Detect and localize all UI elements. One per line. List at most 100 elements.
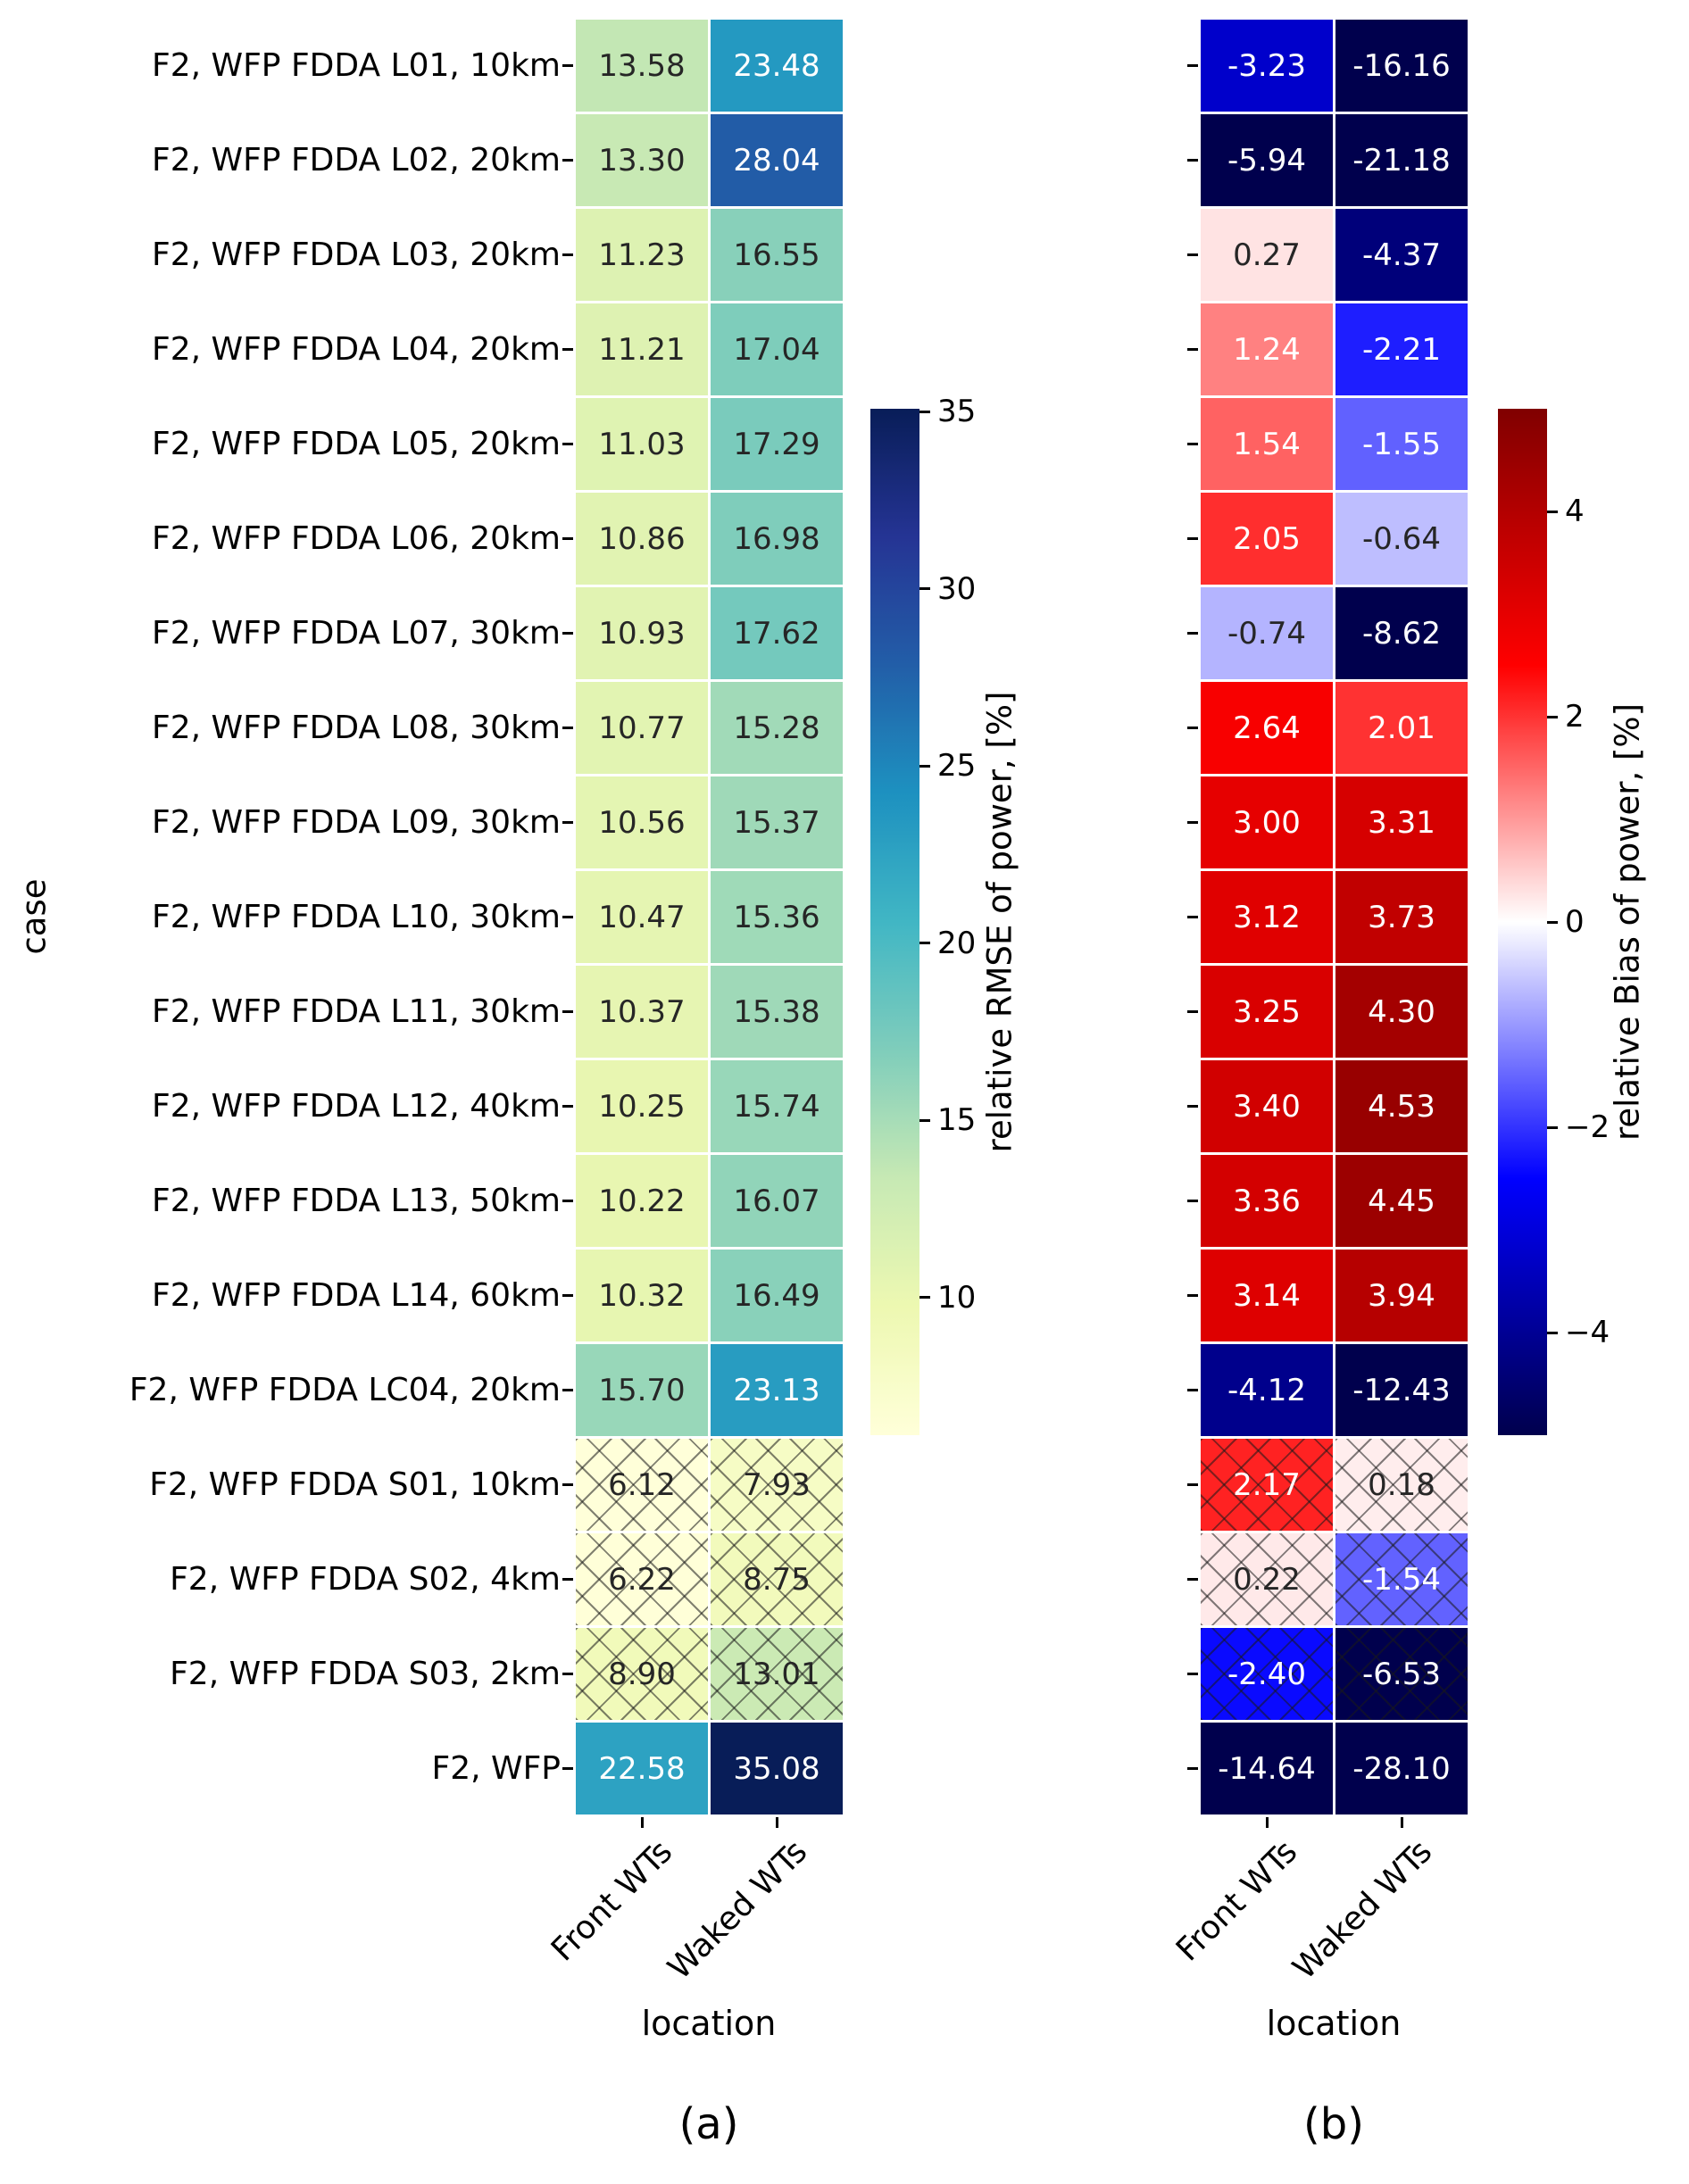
colorbar-a (870, 409, 919, 1435)
heatmap-cell: -14.64 (1201, 1723, 1333, 1814)
cell-value: 11.03 (598, 426, 686, 462)
y-tick-mark (562, 632, 573, 635)
heatmap-cell: 15.74 (711, 1060, 843, 1152)
cell-value: 4.53 (1368, 1088, 1435, 1125)
y-tick-mark (1187, 537, 1198, 540)
cell-value: 0.22 (1233, 1561, 1301, 1598)
cell-value: 10.37 (598, 993, 686, 1030)
heatmap-cell: 35.08 (711, 1723, 843, 1814)
row-label: F2, WFP FDDA L09, 30km (151, 803, 561, 841)
cell-value: 16.55 (733, 237, 820, 273)
heatmap-cell: 17.62 (711, 587, 843, 679)
colorbar-tick-label: 35 (937, 394, 977, 430)
cell-value: 16.07 (733, 1183, 820, 1219)
y-tick-mark (1187, 443, 1198, 445)
cell-value: -12.43 (1352, 1372, 1451, 1408)
heatmap-cell: 0.22 (1201, 1533, 1333, 1625)
y-tick-mark (562, 159, 573, 162)
cell-value: 2.01 (1368, 710, 1435, 746)
heatmap-cell: 15.28 (711, 682, 843, 774)
row-label: F2, WFP FDDA L06, 20km (151, 519, 561, 557)
y-tick-mark (1187, 1578, 1198, 1581)
y-tick-mark (1187, 916, 1198, 918)
cell-value: 3.12 (1233, 899, 1301, 935)
heatmap-cell: 15.37 (711, 776, 843, 868)
heatmap-cell: -16.16 (1335, 20, 1468, 112)
cell-value: 15.28 (733, 710, 820, 746)
heatmap-cell: 3.14 (1201, 1250, 1333, 1341)
heatmap-cell: -0.64 (1335, 493, 1468, 585)
heatmap-cell: 0.27 (1201, 209, 1333, 301)
x-tick-label: Waked WTs (1285, 1833, 1440, 1987)
heatmap-cell: -3.23 (1201, 20, 1333, 112)
cell-value: -16.16 (1352, 47, 1451, 84)
cell-value: 22.58 (598, 1750, 686, 1787)
heatmap-cell: 2.05 (1201, 493, 1333, 585)
y-tick-mark (562, 727, 573, 729)
cell-value: -1.55 (1362, 426, 1441, 462)
colorbar-tick-label: −2 (1565, 1109, 1610, 1145)
row-label: F2, WFP FDDA L13, 50km (151, 1182, 561, 1219)
cell-value: -4.12 (1227, 1372, 1306, 1408)
heatmap-cell: 11.23 (576, 209, 708, 301)
row-label: F2, WFP FDDA L10, 30km (151, 898, 561, 935)
colorbar-tick-label: 25 (937, 748, 977, 785)
cell-value: 16.98 (733, 520, 820, 557)
colorbar-tick-mark (919, 1118, 930, 1122)
row-label: F2, WFP FDDA L11, 30km (151, 992, 561, 1030)
y-tick-mark (1187, 1673, 1198, 1675)
colorbar-tick-label: 0 (1565, 904, 1585, 940)
cell-value: 10.32 (598, 1277, 686, 1314)
colorbar-tick-mark (1547, 920, 1558, 924)
cell-value: -5.94 (1227, 142, 1306, 179)
heatmap-cell: 3.40 (1201, 1060, 1333, 1152)
heatmap-cell: -12.43 (1335, 1344, 1468, 1436)
heatmap-cell: 2.01 (1335, 682, 1468, 774)
heatmap-cell: 0.18 (1335, 1439, 1468, 1531)
heatmap-cell: 13.01 (711, 1628, 843, 1720)
colorbar-tick-mark (1547, 1125, 1558, 1129)
cell-value: 11.21 (598, 331, 686, 368)
cell-value: -28.10 (1352, 1750, 1451, 1787)
cell-value: 1.54 (1233, 426, 1301, 462)
heatmap-cell: 4.45 (1335, 1155, 1468, 1247)
y-tick-mark (562, 443, 573, 445)
y-tick-mark (562, 1294, 573, 1297)
heatmap-cell: 6.12 (576, 1439, 708, 1531)
heatmap-cell: -1.55 (1335, 398, 1468, 490)
colorbar-tick-mark (1547, 1331, 1558, 1334)
heatmap-cell: 7.93 (711, 1439, 843, 1531)
heatmap-panel-a: 13.58 23.48 13.30 28.04 11.23 16.55 11.21 17.04… (576, 20, 843, 1814)
cell-value: 3.14 (1233, 1277, 1301, 1314)
colorbar-tick-mark (919, 410, 930, 413)
row-label: F2, WFP FDDA L12, 40km (151, 1087, 561, 1125)
heatmap-cell: 3.12 (1201, 871, 1333, 963)
heatmap-cell: 10.25 (576, 1060, 708, 1152)
heatmap-cell: -4.37 (1335, 209, 1468, 301)
colorbar-tick-label: 10 (937, 1279, 977, 1316)
heatmap-cell: -6.53 (1335, 1628, 1468, 1720)
cell-value: 1.24 (1233, 331, 1301, 368)
colorbar-tick-label: 2 (1565, 699, 1585, 735)
heatmap-cell: 3.73 (1335, 871, 1468, 963)
colorbar-b (1498, 409, 1547, 1435)
colorbar-tick-mark (919, 1296, 930, 1300)
cell-value: 3.25 (1233, 993, 1301, 1030)
heatmap-cell: 10.86 (576, 493, 708, 585)
x-tick-label: Waked WTs (661, 1833, 815, 1987)
y-tick-mark (562, 1673, 573, 1675)
x-tick-label: Front WTs (545, 1833, 680, 1969)
heatmap-cell: 3.00 (1201, 776, 1333, 868)
colorbar-a-label: relative RMSE of power, [%] (980, 691, 1019, 1153)
x-tick-mark (1400, 1817, 1403, 1828)
row-label: F2, WFP FDDA S02, 4km (170, 1560, 561, 1598)
y-tick-mark (1187, 1105, 1198, 1108)
colorbar-tick-mark (1547, 715, 1558, 718)
y-tick-mark (562, 1578, 573, 1581)
heatmap-cell: 1.24 (1201, 303, 1333, 395)
y-tick-mark (562, 64, 573, 67)
heatmap-cell: 8.75 (711, 1533, 843, 1625)
heatmap-cell: 10.93 (576, 587, 708, 679)
x-axis-label-b: location (1266, 2004, 1402, 2043)
heatmap-cell: 11.21 (576, 303, 708, 395)
